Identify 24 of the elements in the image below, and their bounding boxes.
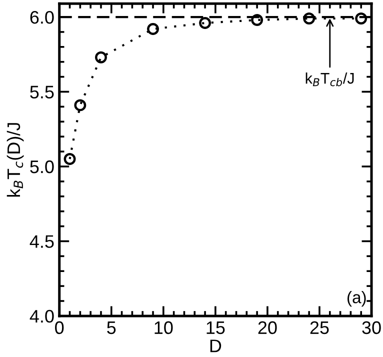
x-tick-label: 5 (107, 321, 116, 334)
point (355, 12, 368, 24)
x-tick-label: 0 (55, 321, 64, 334)
x-tick-label: 20 (258, 321, 277, 334)
point (95, 51, 107, 64)
x-tick-label: 25 (310, 321, 329, 334)
x-tick-label: 30 (362, 321, 381, 334)
annotation: (a) (347, 291, 366, 307)
x-axis-title: D (210, 340, 222, 352)
point (251, 14, 264, 26)
point (199, 17, 212, 29)
annotation: k$_{B}$T$_{cb}$/J (306, 72, 354, 86)
point (147, 23, 159, 35)
y-tick-label: 5.5 (30, 86, 54, 98)
point (64, 153, 76, 165)
y-axis-title: k$_{B}$T$_{c}$(D)/J (6, 123, 24, 197)
point (303, 12, 316, 24)
x-tick-label: 10 (154, 321, 173, 334)
point (74, 99, 86, 112)
y-tick-label: 4.0 (30, 310, 54, 323)
x-tick-label: 15 (206, 321, 225, 334)
y-tick-label: 4.5 (30, 235, 54, 248)
y-tick-label: 5.0 (30, 160, 54, 174)
y-tick-label: 6.0 (30, 10, 54, 24)
